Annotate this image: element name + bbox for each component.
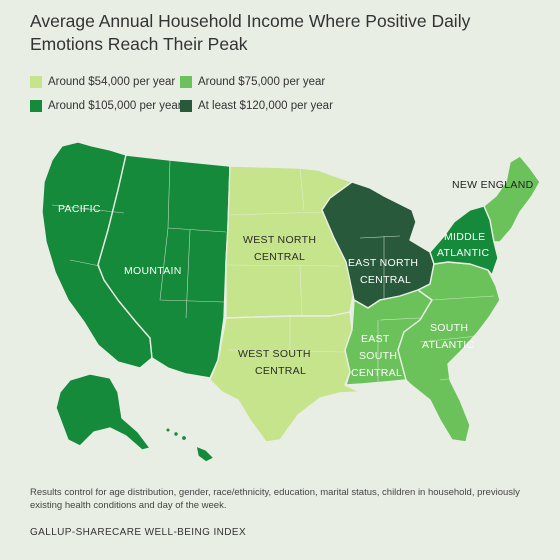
region-labels: PACIFIC MOUNTAIN WEST NORTH CENTRAL WEST… [58,179,534,379]
legend-label-75k: Around $75,000 per year [198,76,326,88]
label-new-england: NEW ENGLAND [452,179,534,191]
hawaii-island-3 [180,434,188,442]
state-line [359,235,401,300]
label-east-south-central-3: CENTRAL [351,367,402,379]
label-east-south-central-2: SOUTH [359,350,397,362]
state-line [377,317,421,384]
region-alaska [55,373,151,451]
state-line [227,316,346,353]
legend-swatch-75k [180,76,192,88]
region-new-england [483,155,541,243]
label-middle-atlantic-1: MIDDLE [444,231,485,243]
state-line [419,295,495,381]
legend-item-105k: Around $105,000 per year [30,100,182,112]
state-line [225,167,341,317]
state-line [159,159,227,319]
hawaii-island-1 [165,427,171,433]
source-label: GALLUP-SHARECARE WELL-BEING INDEX [30,527,247,538]
region-hawaii [195,445,215,463]
label-mountain: MOUNTAIN [124,265,182,277]
label-west-north-central-1: WEST NORTH [243,234,316,246]
legend-label-54k: Around $54,000 per year [48,76,176,88]
us-region-map: PACIFIC MOUNTAIN WEST NORTH CENTRAL WEST… [41,141,541,463]
region-west-south-central [209,311,361,443]
legend-item-54k: Around $54,000 per year [30,76,175,88]
label-south-atlantic-2: ATLANTIC [422,339,474,351]
footnote: Results control for age distribution, ge… [30,487,520,511]
label-west-south-central-2: CENTRAL [255,365,306,377]
legend-item-75k: Around $75,000 per year [180,76,325,88]
label-middle-atlantic-2: ATLANTIC [437,247,489,259]
label-east-north-central-2: CENTRAL [360,274,411,286]
label-south-atlantic-1: SOUTH [430,322,468,334]
legend-swatch-120k [180,100,192,112]
label-west-north-central-2: CENTRAL [254,251,305,263]
legend-swatch-54k [30,76,42,88]
hawaii-island-2 [172,430,180,438]
label-east-south-central-1: EAST [361,333,390,345]
label-pacific: PACIFIC [58,203,101,215]
label-east-north-central-1: EAST NORTH [348,257,418,269]
legend-swatch-105k [30,100,42,112]
legend-label-120k: At least $120,000 per year [198,100,333,112]
legend-label-105k: Around $105,000 per year [48,100,182,112]
label-west-south-central-1: WEST SOUTH [238,348,311,360]
state-line [51,204,125,267]
chart-title: Average Annual Household Income Where Po… [30,11,471,54]
legend-item-120k: At least $120,000 per year [180,100,333,112]
